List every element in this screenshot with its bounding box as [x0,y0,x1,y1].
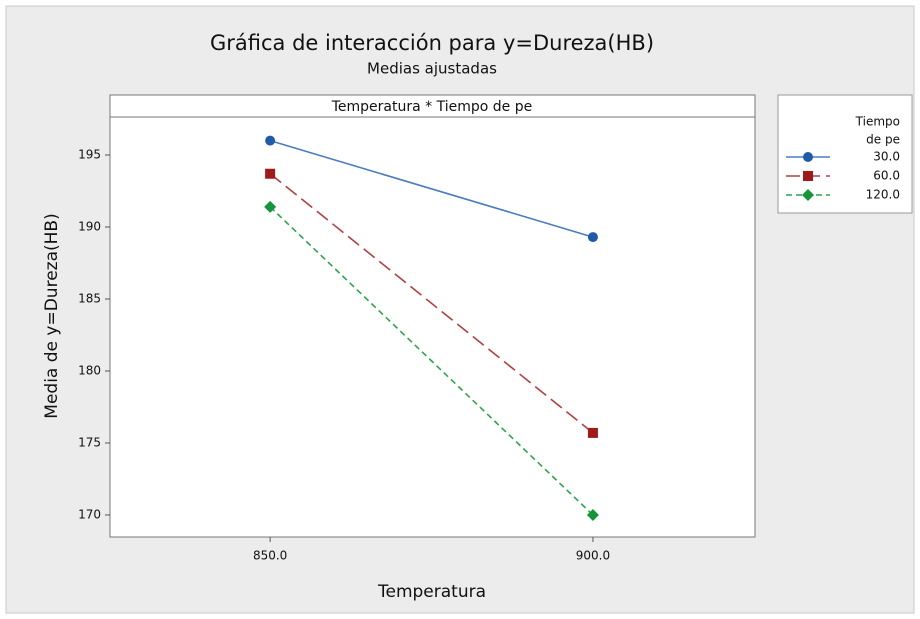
y-tick-label: 170 [78,507,101,521]
data-point [265,168,276,179]
data-point [586,508,599,521]
y-tick-label: 185 [78,291,101,305]
y-tick-label: 175 [78,435,101,449]
legend-marker [803,152,813,162]
legend-title: Tiempo [855,115,900,129]
plot-area [109,94,756,538]
data-point [587,232,598,243]
data-point [264,200,277,213]
y-axis-label: Media de y=Dureza(HB) [42,213,62,418]
legend-box [777,94,913,214]
legend-label: 30.0 [873,150,900,164]
chart-subtitle: Medias ajustadas [367,60,497,78]
chart-title: Gráfica de interacción para y=Dureza(HB) [210,31,654,55]
x-tick-label: 850.0 [253,549,287,563]
legend-marker [803,171,813,181]
y-tick-label: 180 [78,363,101,377]
legend-marker [802,189,814,201]
panel-label: Temperatura * Tiempo de pe [331,99,532,115]
series-line [269,206,594,516]
series-line [269,139,594,238]
legend-title: de pe [866,133,900,147]
y-tick-label: 190 [78,220,101,234]
series-line [269,173,594,434]
data-point [265,135,276,146]
legend-label: 60.0 [873,169,900,183]
y-tick-label: 195 [78,148,101,162]
data-point [587,427,598,438]
x-axis-label: Temperatura [377,582,486,602]
legend-label: 120.0 [866,188,900,202]
x-tick-label: 900.0 [576,549,610,563]
